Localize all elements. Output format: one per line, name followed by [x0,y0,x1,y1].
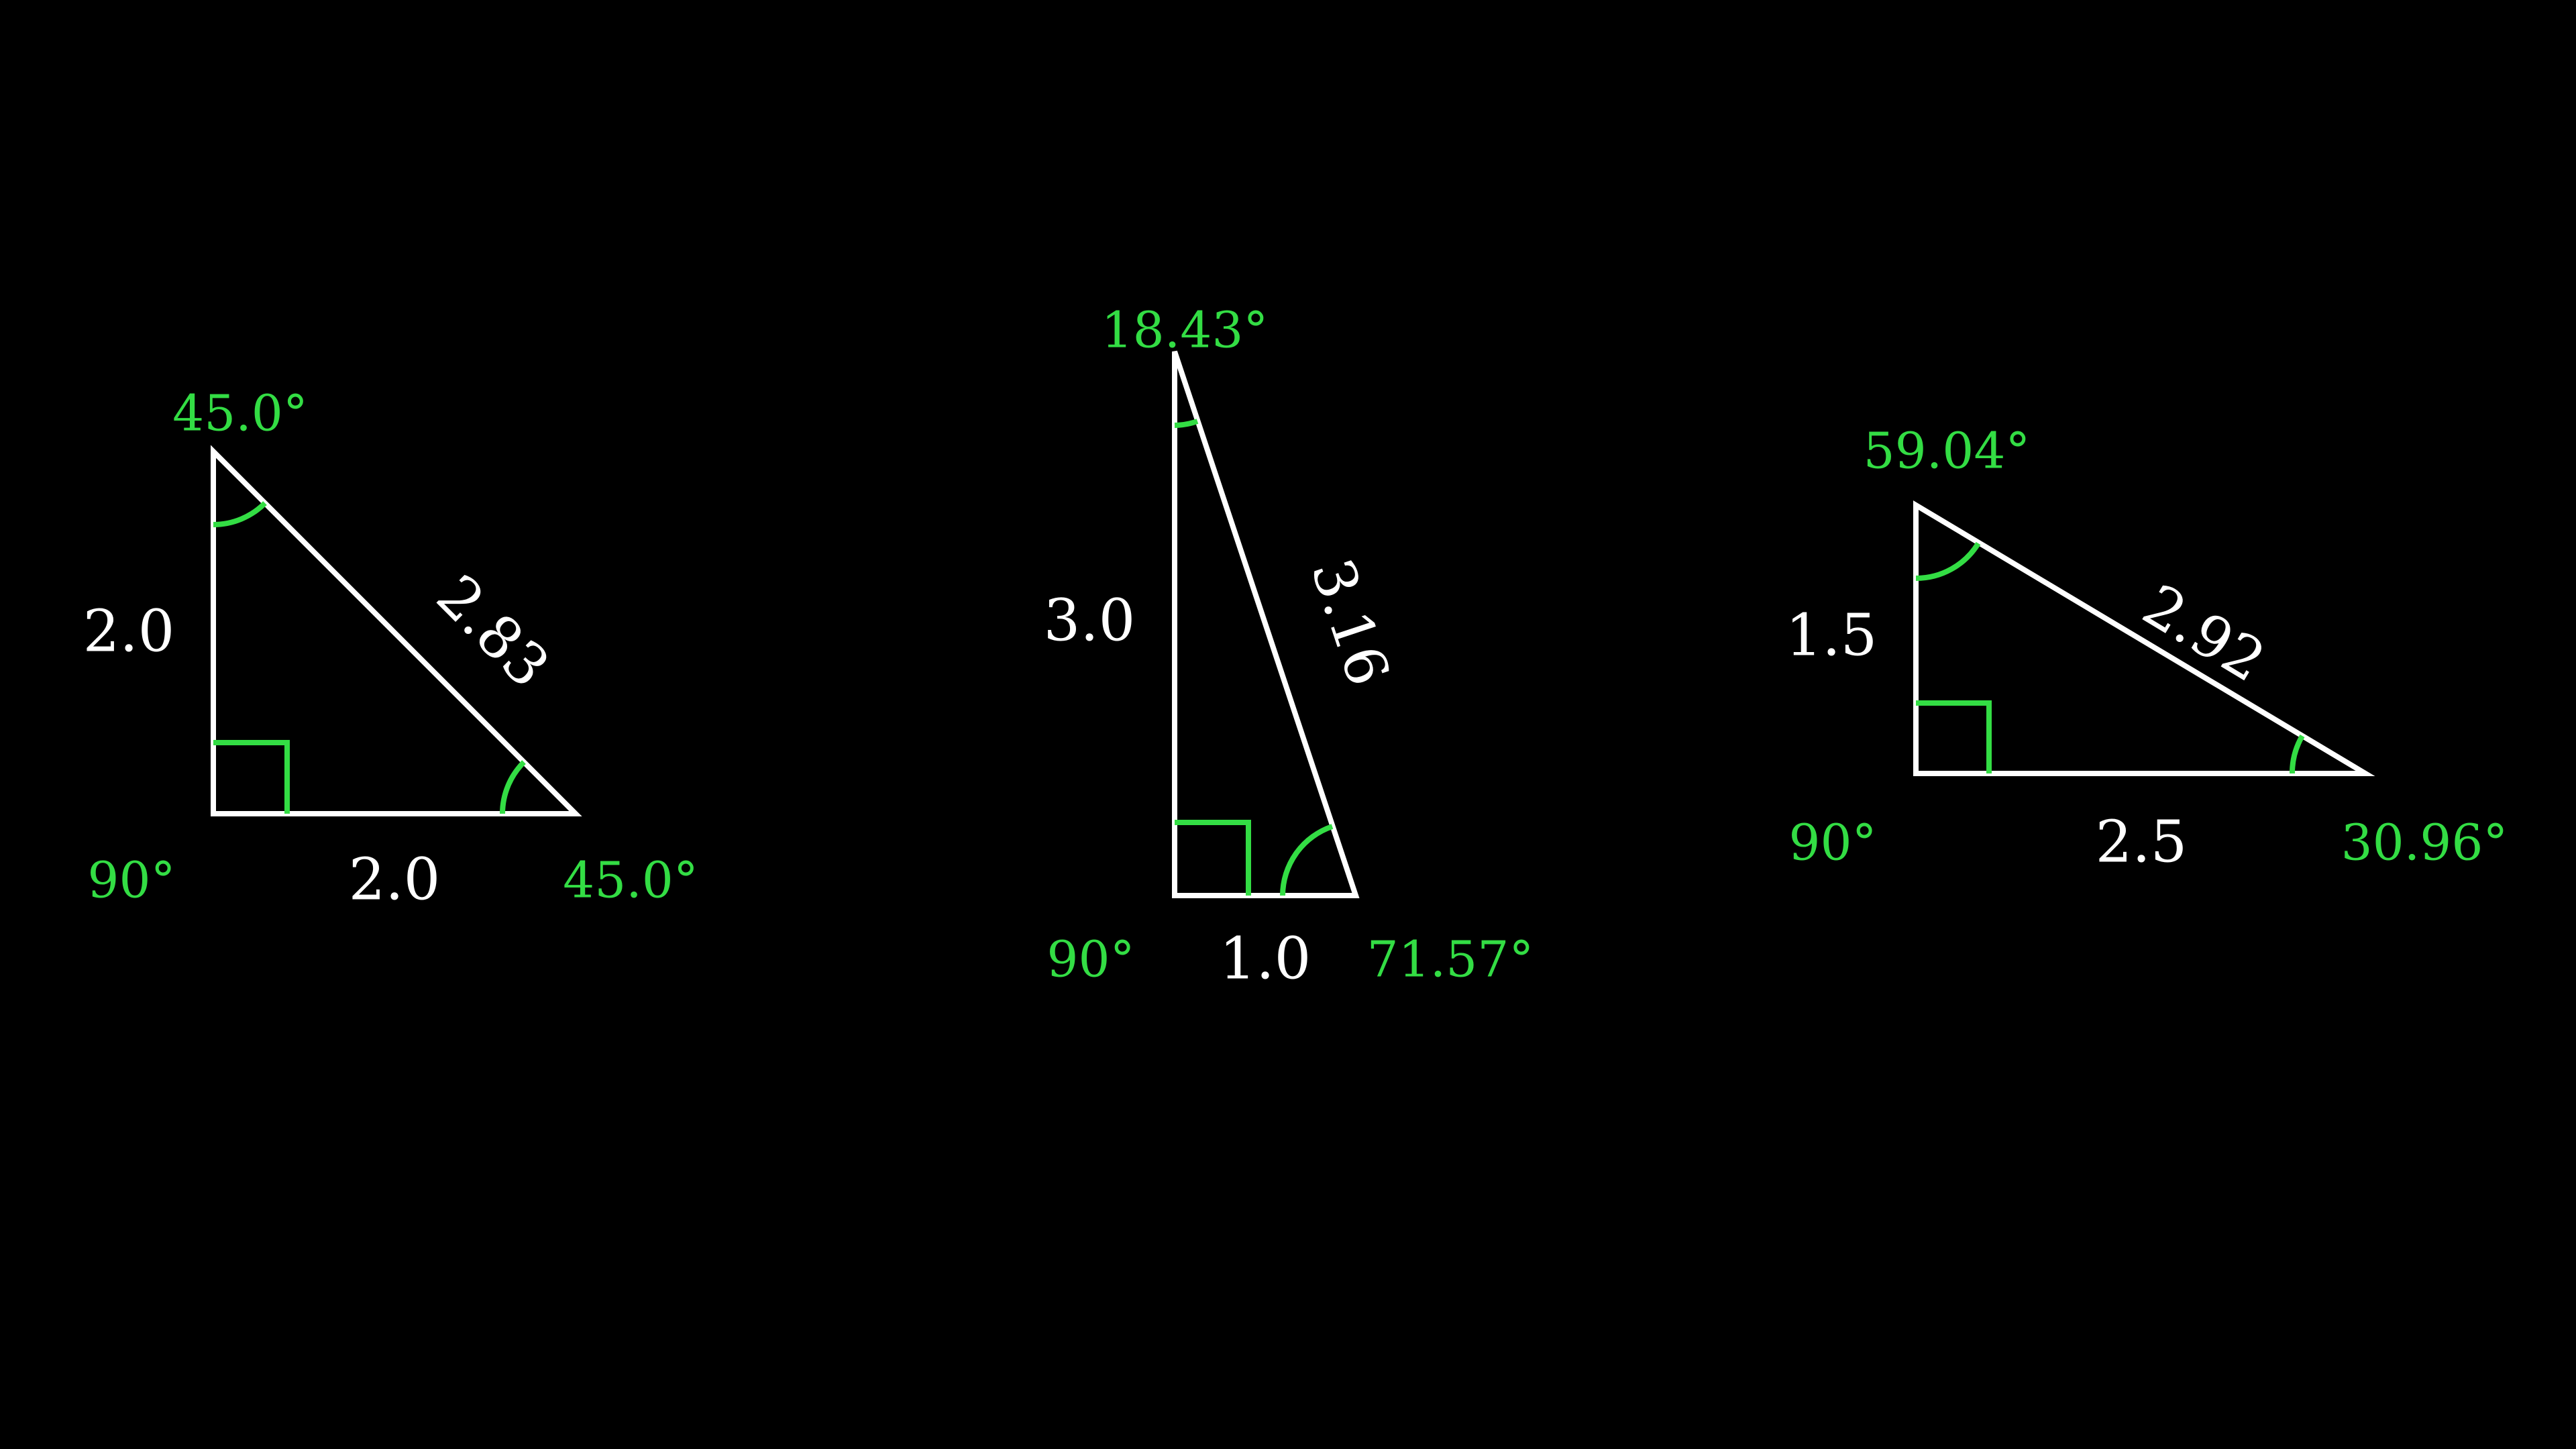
triangle-1-bottom-angle-label: 45.0° [563,851,698,909]
triangle-3-bottom-angle-label: 30.96° [2341,814,2508,871]
triangle-2-bottom-angle-label: 71.57° [1367,930,1534,988]
triangle-2-horizontal-side-label: 1.0 [1220,926,1311,993]
triangle-3-vertical-side-label: 1.5 [1786,602,1878,669]
triangle-3-top-angle-arc [1915,541,1981,582]
triangle-2-vertical-side-label: 3.0 [1044,588,1136,655]
triangle-3-outline [1913,500,2375,776]
triangle-2-right-angle-label: 90° [1046,930,1134,988]
triangle-3: 1.5 2.5 2.92 59.04° 90° 30.96° [1786,422,2508,875]
triangle-2-top-angle-arc [1174,419,1199,428]
triangle-1-right-angle-label: 90° [87,851,175,909]
triangle-1-top-angle-label: 45.0° [172,384,308,442]
triangle-1-top-angle-arc [213,501,267,527]
triangle-2-bottom-angle-arc [1280,824,1334,896]
triangle-1-horizontal-side-label: 2.0 [349,847,441,914]
triangle-2-right-angle-mark [1175,820,1251,896]
triangle-3-bottom-angle-arc [2289,734,2305,774]
triangle-1-right-angle-mark [213,740,290,814]
triangle-1: 2.0 2.0 2.83 45.0° 90° 45.0° [83,384,698,913]
triangle-3-horizontal-side-label: 2.5 [2096,809,2188,876]
triangle-1-outline [211,445,582,816]
triangle-2: 3.0 1.0 3.16 18.43° 90° 71.57° [1044,301,1534,992]
triangle-2-top-angle-label: 18.43° [1102,301,1269,359]
triangle-3-right-angle-label: 90° [1788,814,1876,871]
triangle-3-top-angle-label: 59.04° [1864,422,2031,480]
triangle-3-right-angle-mark [1916,700,1992,773]
triangle-1-bottom-angle-arc [500,760,526,814]
triangle-2-hypotenuse-label: 3.16 [1297,551,1401,694]
triangle-1-vertical-side-label: 2.0 [83,598,175,665]
triangle-2-outline [1172,350,1360,898]
